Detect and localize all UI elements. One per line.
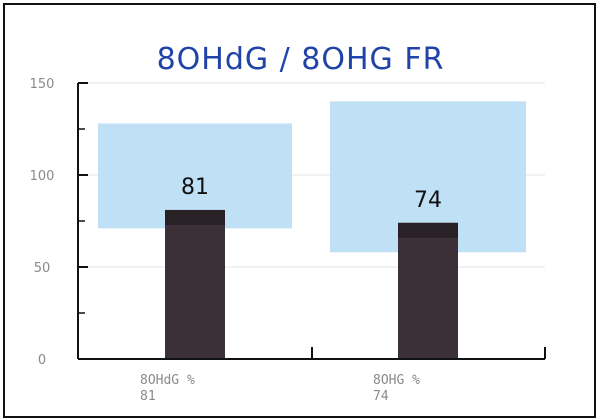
chart-title: 8OHdG / 8OHG FR — [156, 42, 445, 77]
data-label: 81 — [181, 175, 209, 200]
data-label: 74 — [414, 188, 442, 213]
bar — [398, 222, 458, 359]
x-category-sublabel: 74 — [373, 389, 389, 404]
y-tick-label: 150 — [30, 77, 55, 92]
x-category-label: 8OHG % — [373, 373, 420, 388]
x-category-label: 8OHdG % — [140, 373, 195, 388]
bar-top — [398, 222, 458, 238]
bar-top — [165, 209, 225, 225]
x-category-sublabel: 81 — [140, 389, 156, 404]
bar — [165, 209, 225, 359]
y-tick-label: 50 — [34, 261, 51, 276]
y-tick-label: 100 — [30, 169, 55, 184]
y-tick-label: 0 — [38, 353, 46, 368]
